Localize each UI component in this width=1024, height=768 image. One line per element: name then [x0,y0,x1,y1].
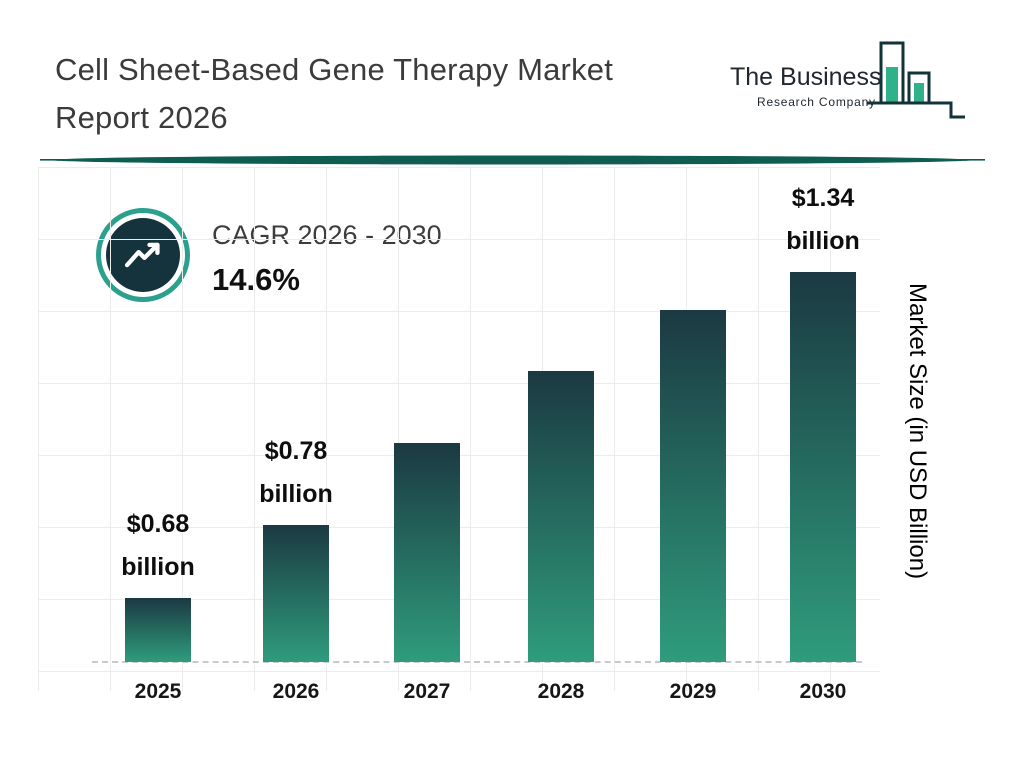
x-axis-label-2030: 2030 [799,680,847,703]
page-title-line1: Cell Sheet-Based Gene Therapy Market [55,52,614,87]
bar-value-label-2025: $0.68 billion [121,510,195,581]
logo-name: The Business [730,63,882,91]
bar-value-label-2030: $1.34 billion [786,184,860,255]
page-title: Cell Sheet-Based Gene Therapy Market Rep… [55,46,613,142]
page-title-line2: Report 2026 [55,100,228,136]
chart-baseline [92,661,862,663]
logo-barchart-icon [867,41,965,119]
bar-column-2027 [357,443,497,662]
bar-2030 [790,272,856,662]
x-axis-label-2025: 2025 [134,680,182,703]
divider [40,155,985,165]
bar-column-2026: $0.78 billion [226,437,366,662]
bar-column-2028 [491,371,631,662]
logo-subname: Research Company [757,95,876,109]
bar-2027 [394,443,460,662]
bar-column-2030: $1.34 billion [753,184,893,662]
bar-column-2029 [623,310,763,662]
company-logo: The Business Research Company [725,41,975,145]
x-axis-label-2028: 2028 [537,680,585,703]
bar-2029 [660,310,726,662]
x-axis-label-2027: 2027 [403,680,451,703]
x-axis-label-2029: 2029 [669,680,717,703]
x-axis-label-2026: 2026 [272,680,320,703]
bar-2025 [125,598,191,662]
bar-2026 [263,525,329,662]
bar-value-label-2026: $0.78 billion [259,437,333,508]
bar-column-2025: $0.68 billion [88,510,228,662]
y-axis-label: Market Size (in USD Billion) [904,283,931,580]
bar-2028 [528,371,594,662]
